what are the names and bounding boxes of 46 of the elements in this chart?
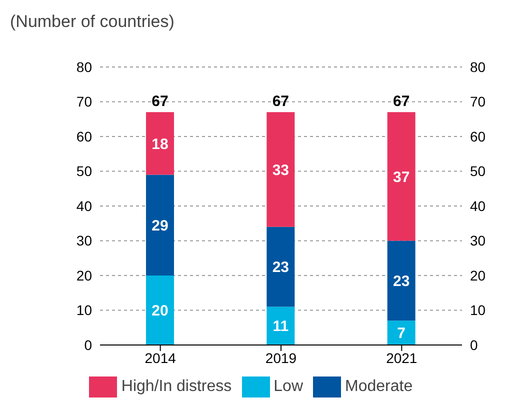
data-label: 29 <box>152 217 168 234</box>
y2-tick-label: 0 <box>470 336 478 353</box>
y2-tick-label: 20 <box>470 267 486 284</box>
data-label: 20 <box>152 302 168 320</box>
bar <box>146 174 174 276</box>
y-tick-label: 70 <box>76 94 92 110</box>
y-tick-label: 0 <box>84 336 92 353</box>
y-tick-label: 30 <box>76 232 92 249</box>
data-label: 37 <box>392 168 410 186</box>
data-label: 7 <box>397 325 406 342</box>
y-tick-label: 20 <box>76 267 92 284</box>
x-tick-label: 2014 <box>144 350 176 366</box>
total-label: 67 <box>152 93 168 110</box>
total-label: 67 <box>272 93 290 110</box>
x-tick-label: 2021 <box>386 350 418 366</box>
legend-label: High/In distress <box>121 378 232 396</box>
y2-tick-label: 60 <box>470 128 486 144</box>
x-tick-label: 2019 <box>265 350 297 366</box>
y-tick-label: 10 <box>76 302 92 318</box>
y-tick-label: 40 <box>76 198 92 214</box>
y2-tick-label: 40 <box>470 198 486 214</box>
y-axis-title: (Number of countries) <box>10 12 174 32</box>
y2-tick-label: 30 <box>470 232 486 249</box>
data-label: 11 <box>272 318 289 336</box>
y-tick-label: 80 <box>76 58 92 75</box>
legend-label: Moderate <box>345 378 413 396</box>
bar <box>387 112 416 241</box>
bar <box>266 226 295 307</box>
y2-tick-label: 10 <box>470 302 486 318</box>
bar <box>387 320 416 345</box>
data-label: 23 <box>392 273 410 290</box>
bar <box>266 112 295 227</box>
bar <box>146 276 174 345</box>
bar <box>387 240 416 321</box>
bar <box>266 306 295 345</box>
data-label: 23 <box>272 259 290 276</box>
data-label: 33 <box>272 162 290 179</box>
y2-tick-label: 70 <box>470 94 486 110</box>
y2-tick-label: 50 <box>470 163 486 180</box>
y-tick-label: 50 <box>76 163 92 180</box>
y-tick-label: 60 <box>76 128 92 144</box>
bar <box>146 112 174 175</box>
y2-tick-label: 80 <box>470 58 486 75</box>
data-label: 18 <box>152 136 168 153</box>
legend-label: Low <box>274 378 304 396</box>
total-label: 67 <box>392 93 410 110</box>
